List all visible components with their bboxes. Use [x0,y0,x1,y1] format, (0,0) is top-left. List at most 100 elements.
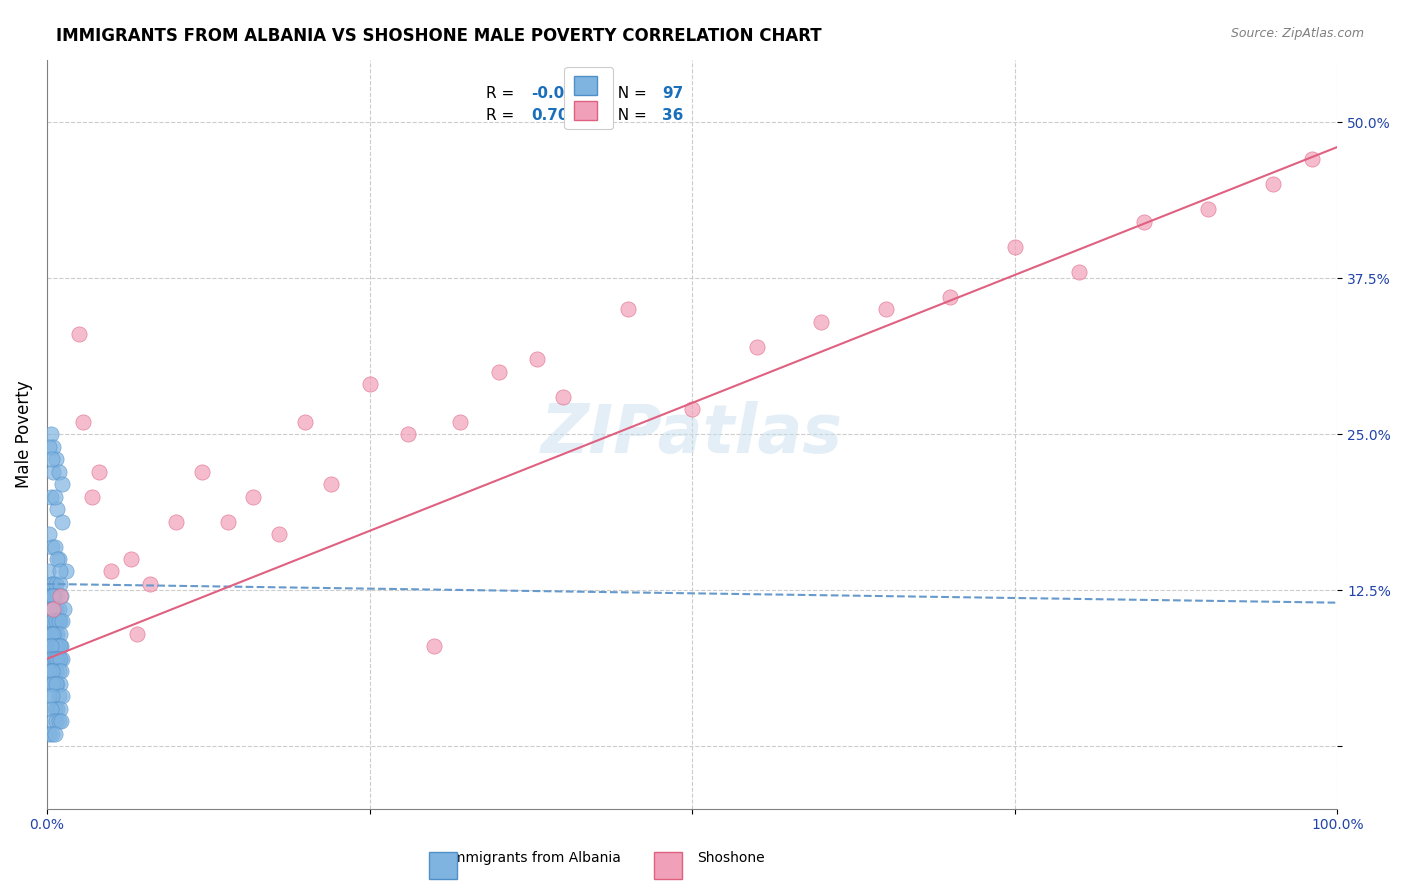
Point [49,677,72,691]
Point [1004,240,1026,254]
Point [165,515,187,529]
Point [45,602,67,616]
Point [39,427,62,442]
Point [38,590,60,604]
Point [46,652,69,666]
Point [49,577,72,591]
Point [319,477,342,491]
Point [38,440,60,454]
Point [44,540,66,554]
Point [46,615,69,629]
Point [67,327,90,342]
Point [1301,153,1323,167]
Point [49,665,72,679]
Point [80,490,103,504]
Point [38,627,60,641]
Point [49,640,72,654]
Point [49,714,72,729]
Point [875,302,897,317]
Point [359,377,381,392]
Text: 97: 97 [662,86,683,101]
Point [42,652,65,666]
Point [44,677,66,691]
Point [41,652,63,666]
Point [42,577,65,591]
Point [48,465,70,479]
Point [72,415,94,429]
Point [52,602,75,616]
Point [42,602,65,616]
Point [48,552,70,566]
Point [44,702,66,716]
Point [526,352,548,367]
Point [55,565,77,579]
Point [49,590,72,604]
Point [51,652,73,666]
Point [39,702,62,716]
Point [39,577,62,591]
Point [44,490,66,504]
Point [48,652,70,666]
Point [42,615,65,629]
Point [48,690,70,704]
Point [48,602,70,616]
Point [488,365,510,379]
Point [51,477,73,491]
Point [48,665,70,679]
Point [1069,265,1091,279]
Point [49,590,72,604]
Point [49,565,72,579]
Legend: , : , [564,67,613,129]
Text: R =: R = [485,86,519,101]
Point [41,627,63,641]
Point [49,640,72,654]
Point [269,527,291,541]
Point [38,690,60,704]
Point [41,665,63,679]
Point [46,552,69,566]
Point [44,727,66,741]
Point [810,315,832,329]
Point [48,714,70,729]
Text: N =: N = [609,86,652,101]
Point [44,640,66,654]
Point [46,590,69,604]
Point [100,565,122,579]
Point [44,590,66,604]
Point [41,602,63,616]
Point [423,640,446,654]
Point [46,502,69,516]
Point [45,577,67,591]
Point [120,552,142,566]
Point [681,402,703,417]
Point [38,602,60,616]
Point [45,452,67,467]
Text: Immigrants from Albania: Immigrants from Albania [449,851,620,865]
Point [939,290,962,304]
Point [39,677,62,691]
Point [42,665,65,679]
Point [41,640,63,654]
Point [1261,178,1284,192]
Point [127,627,149,641]
Point [294,415,316,429]
Text: -0.012: -0.012 [531,86,585,101]
Text: IMMIGRANTS FROM ALBANIA VS SHOSHONE MALE POVERTY CORRELATION CHART: IMMIGRANTS FROM ALBANIA VS SHOSHONE MALE… [56,27,823,45]
Point [45,615,67,629]
Point [39,627,62,641]
Point [38,527,60,541]
Point [1197,202,1219,217]
Text: R =: R = [485,108,519,123]
Point [42,440,65,454]
Point [41,590,63,604]
Point [42,627,65,641]
Point [41,690,63,704]
Point [41,727,63,741]
Point [42,714,65,729]
Point [46,702,69,716]
Point [49,615,72,629]
Point [1133,215,1156,229]
Point [42,677,65,691]
Point [41,540,63,554]
Point [38,665,60,679]
